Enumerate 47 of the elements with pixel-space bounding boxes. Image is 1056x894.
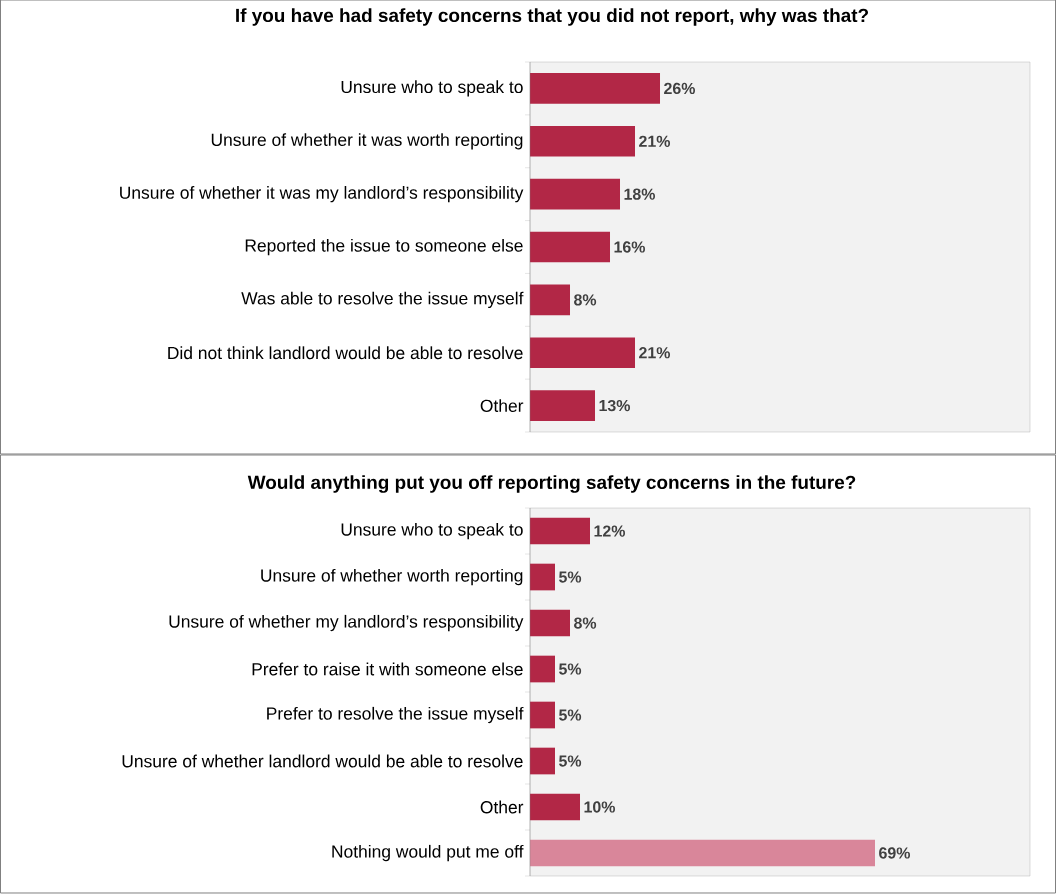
bar [530,609,570,637]
bar [530,793,580,821]
bar [530,701,555,729]
bar [530,178,620,210]
y-tick-label: Was able to resolve the issue myself [241,291,524,308]
y-tick-label: Other [480,399,524,412]
y-tick-label: Unsure who to speak to [341,522,523,540]
bar [530,284,570,316]
data-label: 8% [574,294,597,306]
bar [530,125,636,157]
y-tick-label: Nothing would put me off [332,844,524,862]
bar [530,337,636,369]
y-tick-label: Prefer to resolve the issue myself [267,706,524,724]
data-label: 13% [599,399,630,412]
bar [530,517,590,545]
chart-title: Would anything put you off reporting safety concerns in the future? [247,475,856,493]
y-tick-label: Unsure of whether it was worth reporting [211,133,523,150]
data-label: 5% [559,755,582,767]
data-label: 16% [614,241,645,253]
data-label: 5% [559,663,582,675]
bar [530,563,555,591]
data-label: 10% [584,801,615,813]
bar [530,655,555,683]
y-tick-label: Other [480,800,524,814]
data-label: 21% [639,347,670,359]
bar [530,747,555,775]
bar [530,390,595,421]
y-tick-label: Did not think landlord would be able to resolve [168,346,523,360]
y-tick-label: Reported the issue to someone else [245,238,523,256]
data-label: 5% [559,571,582,583]
data-label: 26% [664,82,695,95]
y-tick-label: Unsure of whether it was my landlord’s responsibility [120,186,524,203]
y-tick-label: Prefer to raise it with someone else [252,662,523,676]
data-label: 18% [624,188,655,200]
data-label: 21% [639,135,670,147]
data-label: 8% [574,617,597,629]
y-tick-label: Unsure of whether landlord would be able to resolve [122,754,523,768]
data-label: 5% [559,709,582,721]
y-tick-label: Unsure of whether worth reporting [261,568,523,586]
bar [530,73,661,104]
data-label: 69% [879,847,910,859]
bar [530,231,610,263]
bar [530,839,876,867]
y-tick-label: Unsure of whether my landlord’s responsibility [169,614,524,632]
y-tick-label: Unsure who to speak to [341,80,523,97]
data-label: 12% [594,525,625,537]
chart-title: If you have had safety concerns that you did not report, why was that? [236,8,869,26]
